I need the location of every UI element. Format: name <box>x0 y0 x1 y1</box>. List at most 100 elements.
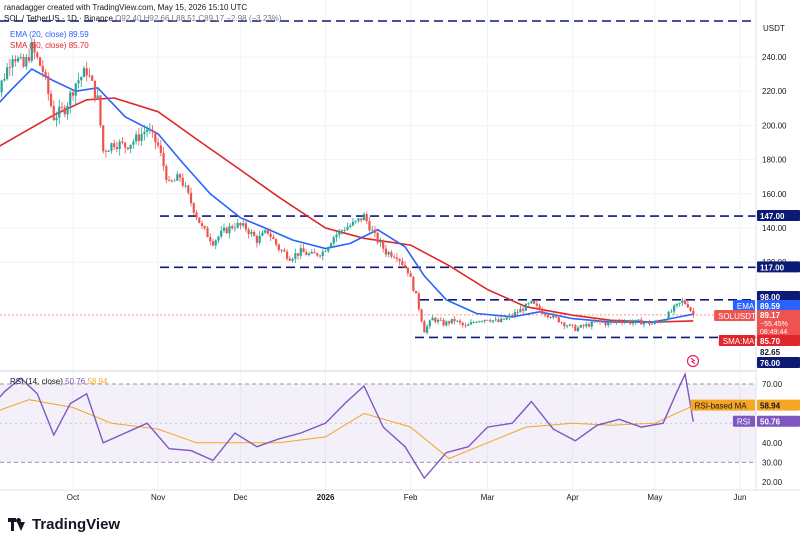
time-axis-label: 2026 <box>317 493 335 502</box>
candle-body <box>500 318 503 323</box>
candle-body <box>483 319 486 322</box>
candle-body <box>126 147 129 149</box>
support-resistance-levels <box>0 20 756 339</box>
candle-body <box>541 309 544 315</box>
time-axis-label: Mar <box>481 493 495 502</box>
candle-body <box>626 320 629 322</box>
last-price-value: 89.17 <box>760 311 781 320</box>
candle-body <box>58 106 61 118</box>
candle-body <box>244 223 248 230</box>
time-axis-label: Dec <box>233 493 247 502</box>
candle-body <box>27 57 31 61</box>
candle-body <box>236 222 239 228</box>
last-price-name-label-bg <box>714 310 755 321</box>
ema-legend[interactable]: EMA (20, close) 89.59 <box>10 30 89 39</box>
candle-body <box>505 317 508 320</box>
candle-body <box>450 318 453 324</box>
candle-body <box>453 318 456 322</box>
candle-body <box>629 320 632 324</box>
candle-body <box>17 57 20 62</box>
creator-line: ranadagger created with TradingView.com,… <box>4 3 248 12</box>
candle-body <box>527 303 530 305</box>
ohlc-values: O92.40 H92.66 L88.51 C89.17 −2.98 (−3.23… <box>115 14 282 23</box>
candle-body <box>118 141 121 149</box>
candle-body <box>662 321 665 323</box>
candle-body <box>568 324 571 326</box>
candle-body <box>30 42 33 61</box>
candle-body <box>338 230 341 235</box>
sma-scale-tag: 85.70 <box>757 335 800 346</box>
candle-body <box>165 166 168 181</box>
candle-body <box>623 321 626 323</box>
candle-body <box>104 151 108 152</box>
candle-body <box>604 322 607 326</box>
candle-body <box>593 321 596 323</box>
candle-body <box>549 317 552 318</box>
last-price-name-label-text: SOLUSDT <box>718 312 756 321</box>
tradingview-logo[interactable]: TradingView <box>8 516 120 533</box>
candle-body <box>14 59 17 62</box>
candle-body <box>513 312 517 316</box>
last-price-bg <box>757 310 800 337</box>
candle-body <box>55 117 58 121</box>
candle-body <box>280 249 283 251</box>
candle-body <box>653 321 657 324</box>
candle-body <box>132 141 135 145</box>
price-tick-label: 140.00 <box>762 224 787 233</box>
rsi-tick-label: 40.00 <box>762 439 783 448</box>
level-tag-98-text: 98.00 <box>760 293 781 302</box>
candle-body <box>431 317 434 321</box>
level-tag-147: 147.00 <box>757 210 800 222</box>
candle-body <box>346 227 349 231</box>
candle-body <box>113 143 116 147</box>
candle-body <box>277 244 280 250</box>
candle-body <box>318 255 322 257</box>
rsi-legend[interactable]: RSI (14, close) 50.76 58.94 <box>10 377 107 386</box>
candle-body <box>129 144 132 149</box>
time-axis-label: May <box>647 493 662 502</box>
candle-body <box>640 319 643 325</box>
low-price-tag-text: 82.65 <box>760 348 781 357</box>
candle-body <box>173 180 176 182</box>
candle-body <box>489 320 492 322</box>
rsi-ma-scale-label: RSI-based MA <box>690 399 755 411</box>
candle-body <box>651 323 654 325</box>
sma-legend-value: 85.70 <box>68 41 89 50</box>
sma-legend[interactable]: SMA (50, close) 85.70 <box>10 41 89 50</box>
candle-body <box>316 253 319 256</box>
candle-body <box>478 321 481 323</box>
alert-icon[interactable] <box>686 354 700 368</box>
candle-body <box>620 321 624 323</box>
candle-body <box>110 143 113 151</box>
candle-body <box>522 308 525 311</box>
rsi-scale-tag-bg <box>757 415 800 427</box>
candle-body <box>365 214 368 222</box>
candle-body <box>417 293 420 310</box>
candle-body <box>533 300 536 304</box>
time-axis-label: Oct <box>67 493 80 502</box>
candle-body <box>206 228 209 238</box>
candle-body <box>148 129 151 131</box>
ema-20-line <box>0 68 694 323</box>
candle-body <box>560 322 563 324</box>
candle-body <box>409 273 412 277</box>
candle-body <box>598 320 602 323</box>
candle-body <box>340 230 344 232</box>
symbol-title[interactable]: SOL / TetherUS · 1D · Binance <box>4 14 113 23</box>
ema-scale-tag-bg <box>757 300 800 311</box>
candle-body <box>678 302 681 304</box>
time-axis-label: Feb <box>404 493 418 502</box>
candle-body <box>436 319 440 322</box>
candle-body <box>233 227 237 229</box>
candle-body <box>269 233 272 237</box>
candle-body <box>170 180 173 182</box>
candle-body <box>494 319 497 321</box>
candle-body <box>121 141 124 143</box>
level-tag-76-bg <box>757 357 800 368</box>
last-price-countdown: 08:49:44 <box>760 329 787 336</box>
candle-body <box>47 76 50 94</box>
candle-body <box>151 129 154 132</box>
candle-body <box>574 325 577 331</box>
candle-body <box>250 231 253 235</box>
